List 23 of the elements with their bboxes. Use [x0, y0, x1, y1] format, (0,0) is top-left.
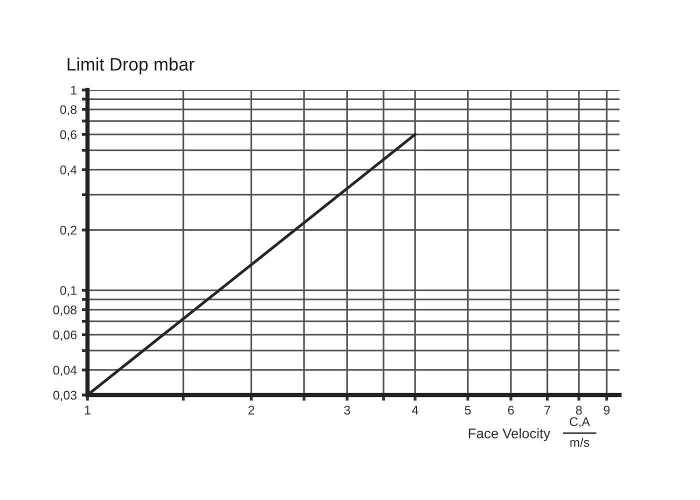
- x-tick-label: 3: [344, 406, 350, 415]
- text: m/s: [570, 438, 590, 447]
- y-tick-label: 0,8: [60, 105, 77, 116]
- y-tick-label: 0,1: [60, 286, 76, 296]
- y-tick-label: 0,04: [53, 366, 77, 376]
- x-tick-label: 5: [464, 406, 471, 415]
- y-tick-label: 0,4: [60, 166, 77, 176]
- chart-title: Limit Drop mbar: [68, 57, 194, 74]
- y-tick-label: 0,6: [60, 130, 77, 141]
- x-tick-label: 4: [412, 406, 418, 414]
- y-tick-label: 1: [71, 86, 76, 95]
- x-tick-label: 7: [544, 406, 550, 414]
- y-tick-label: 0,2: [60, 226, 76, 236]
- x-tick-label: 6: [508, 406, 514, 415]
- x-tick-label: 8: [576, 406, 582, 415]
- y-tick-label: 0,03: [53, 390, 77, 402]
- x-axis-title: Face Velocity: [468, 428, 550, 442]
- x-tick-label: 1: [84, 406, 90, 414]
- x-tick-label: 9: [604, 406, 610, 415]
- text: C,A: [570, 417, 590, 428]
- x-tick-label: 2: [248, 406, 254, 414]
- y-tick-label: 0,06: [53, 330, 77, 341]
- y-tick-label: 0,08: [53, 305, 77, 316]
